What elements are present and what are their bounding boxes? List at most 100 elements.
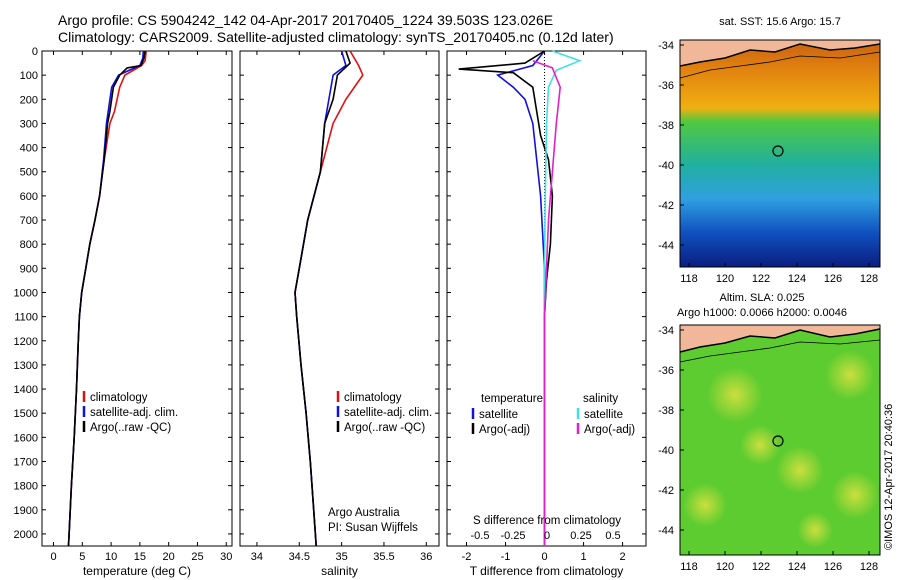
series-line [495, 50, 546, 546]
imos-timestamp: ©IMOS 12-Apr-2017 20:40:36 [883, 404, 895, 550]
legend-entry: Argo(-adj) [584, 424, 635, 436]
sst-map: sat. SST: 15.6 Argo: 15.7 [679, 16, 881, 268]
x-tick-label: 25 [191, 551, 203, 563]
series-line [543, 50, 582, 546]
plot-frame [41, 50, 233, 547]
legend-entry: Argo(..raw -QC) [90, 422, 171, 434]
sla-map-title-2: Argo h1000: 0.0066 h2000: 0.0046 [677, 307, 847, 319]
x-tick-label: 5 [79, 551, 85, 563]
sst-coastline [679, 43, 881, 67]
map-y-tick-label: -36 [658, 80, 674, 92]
x-tick-label: 30 [220, 551, 232, 563]
x-tick-label: 0 [541, 551, 547, 563]
map-x-tick-label: 118 [680, 273, 698, 285]
legend-header-temperature: temperature [481, 393, 543, 405]
map-y-tick-label: -34 [658, 40, 674, 52]
map-y-tick-label: -34 [658, 325, 674, 337]
sla-land [680, 325, 880, 352]
x-tick-label: 15 [134, 551, 146, 563]
y-tick-label: 1000 [14, 287, 38, 299]
series-line [294, 50, 352, 547]
x-axis-label: T difference from climatology [470, 564, 624, 578]
series-line [532, 59, 562, 546]
y-tick-label: 1100 [14, 312, 38, 324]
legend-header-salinity: salinity [583, 393, 618, 405]
annotation-text: Argo Australia [328, 507, 400, 519]
y-tick-label: 1700 [14, 456, 38, 468]
x-tick-label: -2 [462, 551, 472, 563]
temperature-panel: 0 5 10 15 20 25 300100200300400500600700800900… [14, 46, 233, 578]
x-tick-label: 34.5 [289, 551, 310, 563]
sst-argo-location-marker [772, 145, 784, 157]
map-x-tick-label: 120 [716, 273, 734, 285]
map-y-tick-label: -38 [658, 120, 674, 132]
map-y-tick-label: -42 [658, 200, 674, 212]
x-tick-label: 36 [420, 551, 432, 563]
legend-entry: Argo(-adj) [479, 424, 530, 436]
map-y-tick-label: -40 [658, 160, 674, 172]
legend-entry: climatology [344, 392, 402, 404]
y-tick-label: 1500 [14, 408, 38, 420]
salinity-panel: 34 34.5 35 35.5 36 salinity climatology satelli… [239, 50, 440, 578]
map-x-tick-label: 128 [860, 561, 878, 573]
series-line [67, 50, 146, 547]
legend-entry: climatology [90, 392, 148, 404]
header-line-2: Climatology: CARS2009. Satellite-adjuste… [58, 29, 614, 45]
x-tick-label: 35.5 [373, 551, 394, 563]
sst-field [680, 40, 880, 267]
y-tick-label: 800 [20, 239, 38, 251]
sst-map-title: sat. SST: 15.6 Argo: 15.7 [719, 16, 841, 28]
sla-argo-location-marker [772, 435, 784, 447]
s-tick-label: -0.25 [500, 530, 525, 542]
sst-contour [679, 51, 881, 79]
x-axis-label: salinity [321, 564, 358, 578]
sla-map: Altim. SLA: 0.025 Argo h1000: 0.0066 h20… [677, 292, 881, 556]
x-tick-label: 1 [581, 551, 587, 563]
map-x-tick-label: 122 [752, 273, 770, 285]
map-x-tick-label: 126 [824, 273, 842, 285]
y-tick-label: 700 [20, 215, 38, 227]
legend-entry: satellite [479, 409, 518, 421]
y-tick-label: 2000 [14, 529, 38, 541]
y-tick-label: 0 [32, 46, 38, 58]
y-tick-label: 900 [20, 263, 38, 275]
y-tick-label: 300 [20, 118, 38, 130]
y-tick-label: 100 [20, 70, 38, 82]
sst-land [680, 40, 880, 66]
plot-frame [239, 50, 440, 547]
map-x-tick-label: 118 [680, 561, 698, 573]
annotation-text: PI: Susan Wijffels [328, 522, 418, 534]
x-tick-label: 35 [335, 551, 347, 563]
sla-coastline [679, 328, 881, 353]
map-y-tick-label: -38 [658, 405, 674, 417]
y-tick-label: 1300 [14, 360, 38, 372]
map-x-tick-label: 128 [860, 273, 878, 285]
legend-entry: satellite-adj. clim. [90, 407, 178, 419]
y-tick-label: 200 [20, 94, 38, 106]
s-tick-label: 0.5 [605, 530, 620, 542]
y-tick-label: 400 [20, 143, 38, 155]
map-x-tick-label: 122 [752, 561, 770, 573]
x-tick-label: -1 [501, 551, 511, 563]
s-tick-label: 0 [544, 530, 550, 542]
legend-entry: satellite [584, 409, 623, 421]
sla-map-title-1: Altim. SLA: 0.025 [720, 292, 805, 304]
x-tick-label: 10 [105, 551, 117, 563]
s-axis-label: S difference from climatology [473, 515, 621, 527]
map-y-tick-label: -44 [658, 525, 674, 537]
x-axis-label: temperature (deg C) [83, 564, 191, 578]
map-x-tick-label: 126 [824, 561, 842, 573]
y-tick-label: 1900 [14, 505, 38, 517]
s-tick-label: -0.5 [471, 530, 490, 542]
y-tick-label: 600 [20, 191, 38, 203]
y-tick-label: 1200 [14, 336, 38, 348]
legend-entry: Argo(..raw -QC) [344, 422, 425, 434]
map-ticks: 118 120 122 124 126 128 -34 -36 -38 -40 -42 -44 118 1… [658, 40, 878, 573]
header-line-1: Argo profile: CS 5904242_142 04-Apr-2017… [58, 12, 554, 28]
map-x-tick-label: 124 [788, 561, 806, 573]
legend-entry: satellite-adj. clim. [344, 407, 432, 419]
map-y-tick-label: -36 [658, 365, 674, 377]
map-y-tick-label: -42 [658, 485, 674, 497]
s-tick-label: 0.25 [570, 530, 591, 542]
